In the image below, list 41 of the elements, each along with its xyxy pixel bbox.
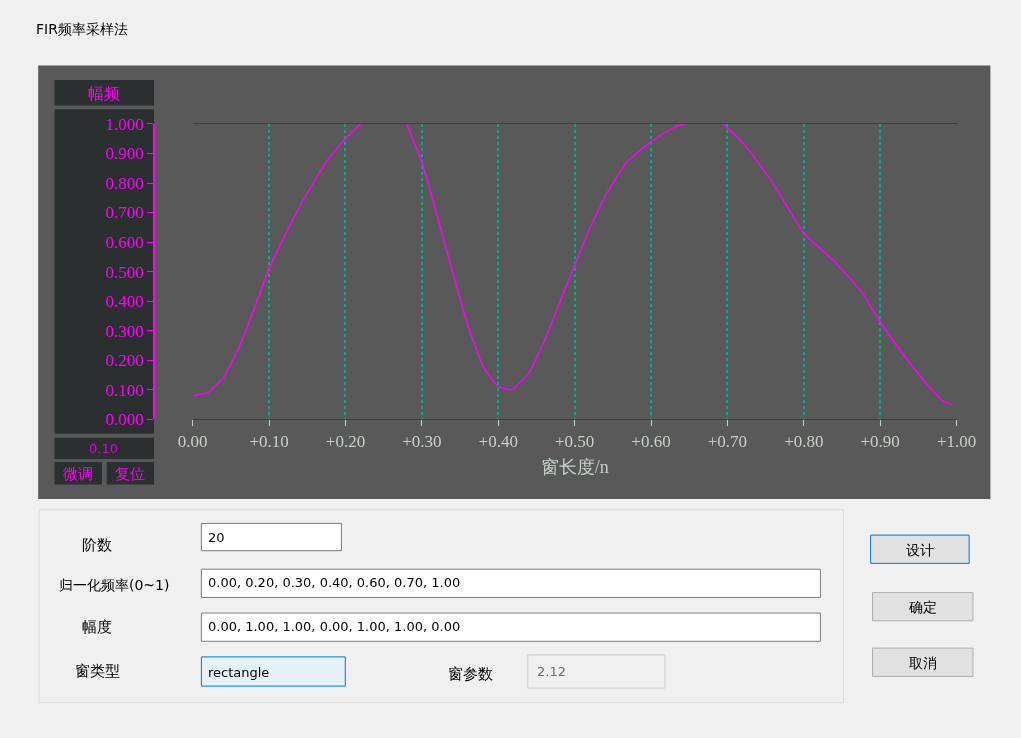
y-tick-label: 0.100	[105, 380, 144, 400]
text: 微调	[63, 465, 93, 483]
text: 设计	[906, 542, 934, 558]
y-tick-label: 0.300	[105, 321, 144, 341]
text: 0.00, 1.00, 1.00, 0.00, 1.00, 1.00, 0.00	[208, 619, 461, 634]
text: 0.10	[89, 441, 118, 456]
text: 复位	[115, 465, 145, 483]
text: 阶数	[82, 536, 112, 554]
x-tick-label: +0.90	[860, 431, 900, 451]
text: 取消	[909, 655, 937, 671]
text: rectangle	[208, 665, 270, 680]
x-tick-label: +0.10	[249, 431, 289, 451]
x-tick-label: +0.50	[554, 431, 595, 451]
x-tick-label: +1.00	[936, 431, 977, 451]
y-tick-label: 0.700	[105, 203, 144, 223]
y-axis-title: 幅频	[88, 84, 120, 103]
x-tick-label: +0.60	[631, 431, 671, 451]
chart-title: FIR频率采样法	[36, 21, 128, 37]
text: 窗类型	[75, 662, 120, 680]
y-tick-label: 0.600	[105, 232, 144, 252]
x-tick-label: +0.70	[707, 431, 748, 451]
text: 幅度	[82, 618, 112, 636]
y-tick-label: 0.000	[105, 410, 144, 430]
text: 归一化频率(0~1)	[59, 577, 170, 593]
x-tick-label: +0.80	[784, 431, 824, 451]
y-tick-label: 0.900	[105, 144, 144, 164]
y-tick-label: 0.500	[105, 262, 144, 282]
y-tick-label: 0.400	[105, 292, 144, 312]
x-tick-label: 0.00	[177, 431, 208, 451]
text: 20	[208, 530, 225, 545]
text: 窗参数	[448, 665, 493, 683]
x-tick-label: +0.40	[478, 431, 518, 451]
x-tick-label: +0.20	[325, 431, 366, 451]
y-tick-label: 0.200	[105, 351, 144, 371]
text: 确定	[908, 599, 937, 615]
y-tick-label: 1.000	[105, 114, 144, 134]
text: 0.00, 0.20, 0.30, 0.40, 0.60, 0.70, 1.00	[208, 575, 461, 590]
y-tick-label: 0.800	[105, 173, 144, 193]
x-tick-label: +0.30	[402, 431, 442, 451]
text: 2.12	[537, 664, 566, 679]
x-axis-title: 窗长度/n	[540, 456, 609, 477]
